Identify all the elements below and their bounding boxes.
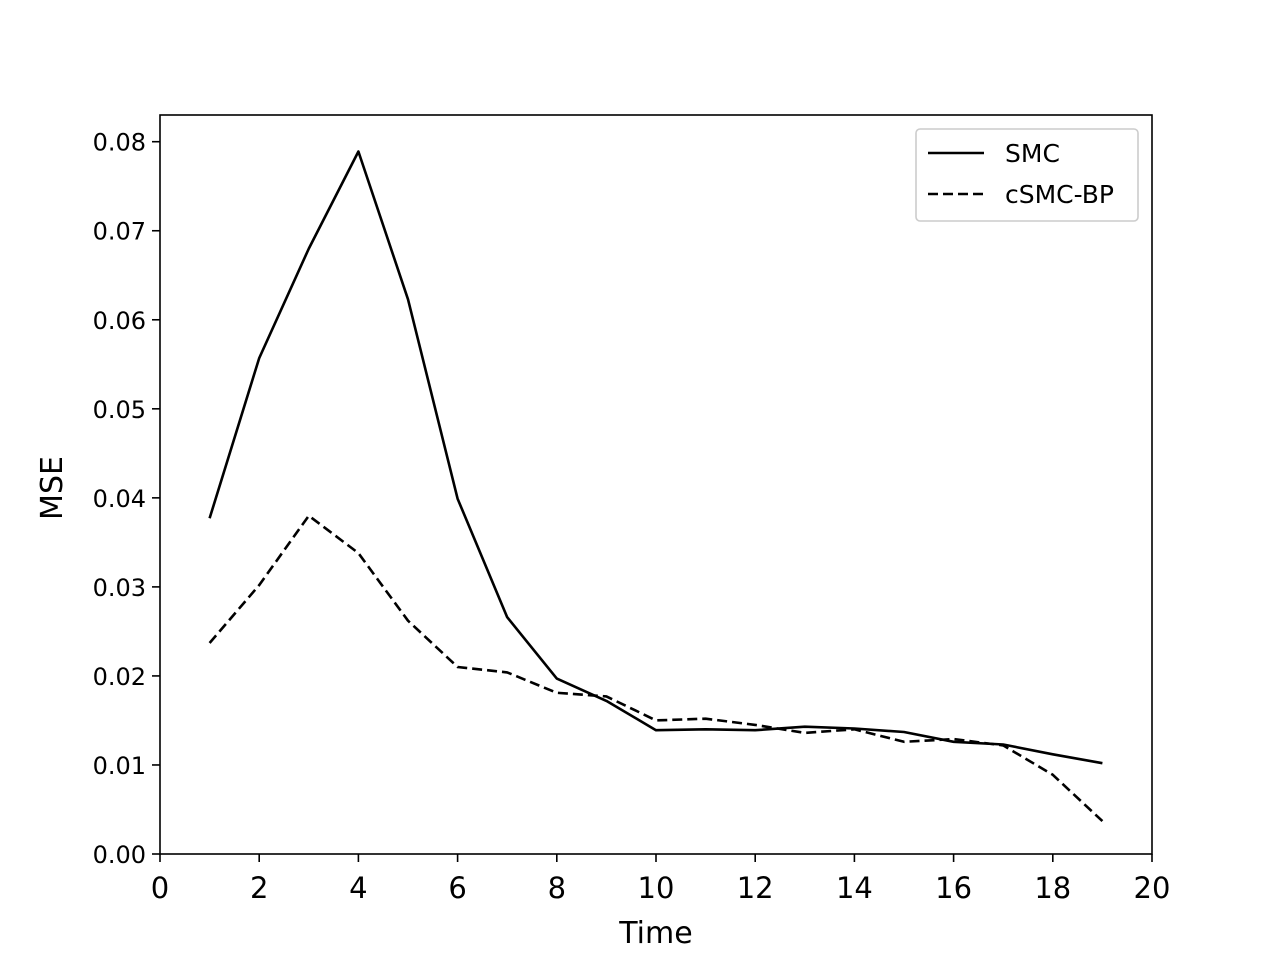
x-tick-label: 10 bbox=[638, 871, 675, 905]
y-tick-label: 0.03 bbox=[93, 574, 146, 602]
x-tick-label: 6 bbox=[448, 871, 466, 905]
y-tick-label: 0.05 bbox=[93, 396, 146, 424]
y-tick-label: 0.01 bbox=[93, 752, 146, 780]
x-tick-label: 0 bbox=[151, 871, 169, 905]
y-axis-label: MSE bbox=[35, 456, 70, 520]
x-tick-label: 20 bbox=[1134, 871, 1171, 905]
y-tick-label: 0.00 bbox=[93, 841, 146, 869]
y-tick-label: 0.04 bbox=[93, 485, 146, 513]
x-axis-label: Time bbox=[618, 916, 692, 951]
x-tick-label: 2 bbox=[250, 871, 268, 905]
x-tick-label: 8 bbox=[548, 871, 566, 905]
x-tick-label: 14 bbox=[836, 871, 873, 905]
y-tick-label: 0.08 bbox=[93, 129, 146, 157]
x-tick-label: 16 bbox=[935, 871, 972, 905]
x-tick-label: 12 bbox=[737, 871, 774, 905]
y-tick-label: 0.07 bbox=[93, 218, 146, 246]
x-tick-label: 18 bbox=[1034, 871, 1071, 905]
series-line-smc bbox=[208, 150, 1103, 765]
y-tick-label: 0.06 bbox=[93, 307, 146, 335]
legend-label: cSMC-BP bbox=[1005, 180, 1114, 209]
x-tick-label: 4 bbox=[349, 871, 367, 905]
legend-label: SMC bbox=[1005, 139, 1060, 168]
y-tick-label: 0.02 bbox=[93, 663, 146, 691]
legend: SMC cSMC-BP bbox=[915, 128, 1139, 222]
